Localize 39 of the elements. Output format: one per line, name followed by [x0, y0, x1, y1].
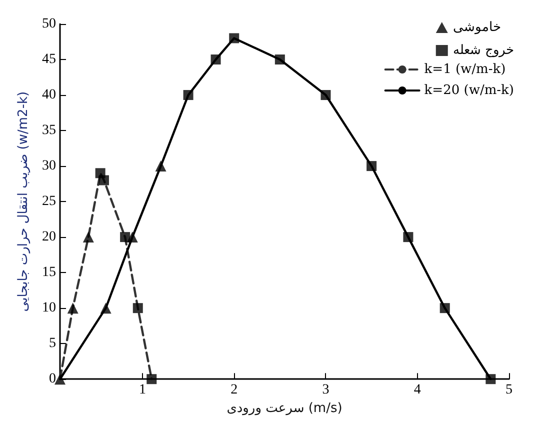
y-tick-label: 25 — [42, 194, 56, 210]
y-tick-label: 20 — [42, 230, 56, 245]
x-tick-label: 1 — [138, 382, 146, 398]
x-tick-label: 4 — [414, 382, 421, 398]
legend-label: k=20 (w/m-k) — [424, 83, 514, 98]
legend-label: خاموشی — [452, 20, 501, 35]
legend-label: خروج شعله — [452, 43, 514, 58]
y-tick-label: 45 — [42, 52, 56, 68]
y-tick-label: 50 — [42, 16, 56, 32]
y-tick-label: 5 — [49, 336, 56, 352]
y-tick-label: 0 — [49, 372, 56, 387]
point — [210, 54, 221, 65]
x-tick-label: 3 — [322, 382, 330, 398]
point — [155, 160, 166, 172]
point — [67, 302, 78, 314]
point — [146, 374, 157, 384]
point — [183, 90, 194, 100]
legend-label: k=1 (w/m-k) — [424, 62, 506, 77]
point — [274, 54, 285, 65]
y-tick-label: 40 — [42, 88, 56, 103]
x-tick-label: 5 — [506, 382, 512, 398]
point — [120, 232, 130, 242]
point — [132, 303, 143, 314]
point — [98, 175, 109, 186]
point — [440, 303, 450, 314]
x-tick-label: 2 — [230, 382, 238, 398]
y-tick-label: 30 — [42, 158, 56, 174]
point — [366, 161, 377, 172]
point — [486, 374, 496, 384]
y-axis-title: ضریب انتقال حرارت جابجایی (w/m2-k) — [16, 91, 31, 312]
point — [229, 33, 240, 44]
point — [100, 302, 112, 314]
point — [403, 232, 414, 242]
y-tick-label: 15 — [42, 265, 56, 280]
y-tick-label: 10 — [42, 300, 56, 316]
x-axis-title: سرعت ورودی (m/s) — [226, 401, 342, 416]
point — [320, 90, 331, 100]
point — [82, 232, 94, 243]
y-tick-label: 35 — [42, 123, 56, 138]
